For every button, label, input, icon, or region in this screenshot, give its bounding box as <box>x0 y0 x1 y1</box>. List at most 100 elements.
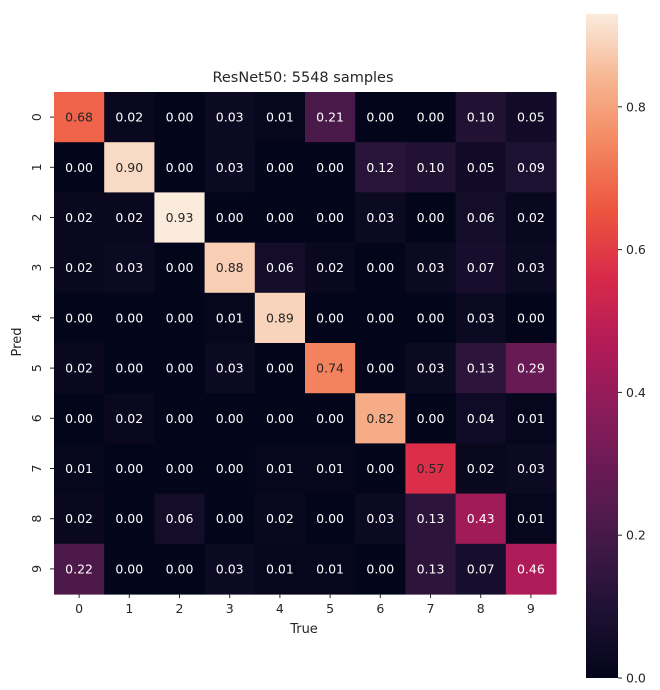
cell-value-label: 0.00 <box>266 210 294 225</box>
y-tick-label: 8 <box>29 515 44 523</box>
heatmap-cell-r6-c6 <box>355 393 406 444</box>
heatmap-cell-labels: 0.68 0.02 0.00 0.03 0.01 0.21 0.00 0.00 0.10 0.05… <box>65 110 545 577</box>
heatmap-cell-r9-c2 <box>154 543 206 595</box>
heatmap-cell-r2-c1 <box>104 192 155 244</box>
cell-value-label: 0.46 <box>517 561 545 576</box>
heatmap-cell-r1-c4 <box>254 142 306 193</box>
cell-value-label: 0.07 <box>467 260 495 275</box>
heatmap-cell-r9-c0 <box>54 543 105 595</box>
cell-value-label: 0.06 <box>467 210 495 225</box>
cell-value-label: 0.00 <box>417 110 445 125</box>
heatmap-cell-r6-c8 <box>455 393 507 444</box>
heatmap-cell-r9-c6 <box>355 543 406 595</box>
heatmap-cell-r5-c7 <box>405 343 457 394</box>
cell-value-label: 0.02 <box>115 210 143 225</box>
cell-value-label: 0.02 <box>115 411 143 426</box>
heatmap-cell-r6-c2 <box>154 393 206 444</box>
heatmap-cell-r1-c5 <box>305 142 356 193</box>
cell-value-label: 0.01 <box>517 511 545 526</box>
cell-value-label: 0.00 <box>166 461 194 476</box>
cell-value-label: 0.03 <box>517 461 545 476</box>
cell-value-label: 0.68 <box>65 110 93 125</box>
heatmap-cell-r9-c8 <box>455 543 507 595</box>
heatmap-cell-r9-c3 <box>204 543 256 595</box>
cell-value-label: 0.01 <box>316 561 344 576</box>
cell-value-label: 0.00 <box>316 310 344 325</box>
cell-value-label: 0.74 <box>316 361 344 376</box>
heatmap-cell-r7-c8 <box>455 443 507 495</box>
heatmap-cell-r3-c9 <box>505 242 557 294</box>
cell-value-label: 0.02 <box>65 511 93 526</box>
heatmap-cell-r0-c5 <box>305 92 356 143</box>
x-tick-label: 6 <box>376 601 384 616</box>
x-tick-label: 5 <box>326 601 334 616</box>
cell-value-label: 0.00 <box>366 310 394 325</box>
heatmap-cell-r3-c2 <box>154 242 206 294</box>
cell-value-label: 0.00 <box>65 310 93 325</box>
cell-value-label: 0.00 <box>266 160 294 175</box>
heatmap-cell-r9-c4 <box>254 543 306 595</box>
heatmap-cell-r2-c4 <box>254 192 306 244</box>
colorbar-tick-label: 0.2 <box>626 528 646 543</box>
cell-value-label: 0.00 <box>366 461 394 476</box>
heatmap-cell-r7-c5 <box>305 443 356 495</box>
heatmap-cell-r7-c6 <box>355 443 406 495</box>
cell-value-label: 0.01 <box>216 310 244 325</box>
colorbar-tick-label: 0.6 <box>626 242 646 257</box>
heatmap-cell-r0-c6 <box>355 92 406 143</box>
heatmap-cell-r4-c6 <box>355 292 406 344</box>
heatmap-cell-r5-c8 <box>455 343 507 394</box>
cell-value-label: 0.00 <box>166 260 194 275</box>
heatmap-cell-r3-c1 <box>104 242 155 294</box>
heatmap-cell-r1-c2 <box>154 142 206 193</box>
colorbar-tick-label: 0.8 <box>626 99 646 114</box>
cell-value-label: 0.02 <box>517 210 545 225</box>
heatmap-cell-r6-c1 <box>104 393 155 444</box>
cell-value-label: 0.43 <box>467 511 495 526</box>
cell-value-label: 0.03 <box>517 260 545 275</box>
heatmap-cell-r2-c8 <box>455 192 507 244</box>
cell-value-label: 0.88 <box>216 260 244 275</box>
heatmap-cell-r8-c8 <box>455 493 507 545</box>
x-tick-label: 8 <box>477 601 485 616</box>
heatmap-cell-r4-c2 <box>154 292 206 344</box>
heatmap-cell-r5-c3 <box>204 343 256 394</box>
cell-value-label: 0.02 <box>266 511 294 526</box>
cell-value-label: 0.03 <box>216 361 244 376</box>
heatmap-cell-r5-c2 <box>154 343 206 394</box>
heatmap-cell-r2-c9 <box>505 192 557 244</box>
cell-value-label: 0.00 <box>366 561 394 576</box>
heatmap-cell-r9-c5 <box>305 543 356 595</box>
heatmap-cell-r4-c9 <box>505 292 557 344</box>
heatmap-cell-r4-c4 <box>254 292 306 344</box>
heatmap-cell-r4-c3 <box>204 292 256 344</box>
cell-value-label: 0.22 <box>65 561 93 576</box>
colorbar-tick-label: 0.0 <box>626 671 646 686</box>
heatmap-cell-r1-c6 <box>355 142 406 193</box>
cell-value-label: 0.21 <box>316 110 344 125</box>
cell-value-label: 0.03 <box>366 511 394 526</box>
heatmap-cell-r6-c7 <box>405 393 457 444</box>
cell-value-label: 0.89 <box>266 310 294 325</box>
cell-value-label: 0.00 <box>517 310 545 325</box>
heatmap-cell-r1-c1 <box>104 142 155 193</box>
y-tick-label: 4 <box>29 314 44 322</box>
cell-value-label: 0.13 <box>417 561 445 576</box>
y-tick-label: 5 <box>29 364 44 372</box>
y-tick-label: 9 <box>29 565 44 573</box>
colorbar-tick-label: 0.4 <box>626 385 646 400</box>
cell-value-label: 0.00 <box>166 411 194 426</box>
heatmap-cell-r9-c1 <box>104 543 155 595</box>
cell-value-label: 0.06 <box>266 260 294 275</box>
heatmap-cell-r1-c9 <box>505 142 557 193</box>
heatmap-cell-r0-c4 <box>254 92 306 143</box>
cell-value-label: 0.09 <box>517 160 545 175</box>
heatmap-cell-r3-c5 <box>305 242 356 294</box>
cell-value-label: 0.03 <box>366 210 394 225</box>
cell-value-label: 0.00 <box>316 160 344 175</box>
cell-value-label: 0.04 <box>467 411 495 426</box>
cell-value-label: 0.01 <box>266 461 294 476</box>
y-tick-label: 3 <box>29 264 44 272</box>
cell-value-label: 0.00 <box>166 361 194 376</box>
heatmap-cell-r5-c1 <box>104 343 155 394</box>
